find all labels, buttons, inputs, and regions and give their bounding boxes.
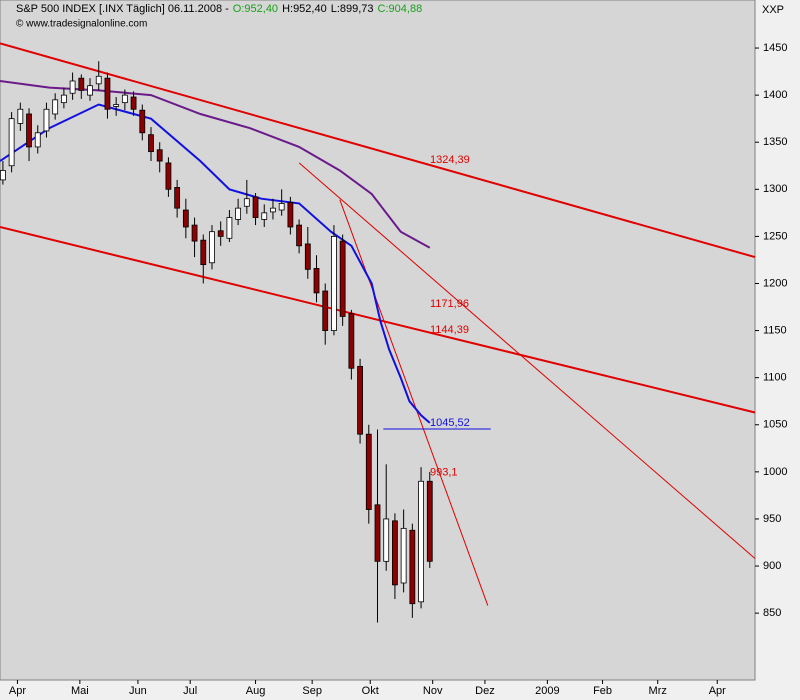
- candle-body: [0, 170, 6, 181]
- candle-body: [200, 239, 207, 266]
- x-tick-label: Jun: [129, 685, 147, 697]
- y-tick-label: 1400: [763, 89, 787, 101]
- candle-body: [313, 268, 320, 294]
- candle-body: [400, 527, 407, 584]
- candle-body: [139, 109, 146, 134]
- candle-body: [383, 518, 390, 562]
- y-tick-label: 950: [763, 513, 781, 525]
- x-tick-label: 2009: [535, 685, 559, 697]
- candle-body: [235, 207, 242, 220]
- candle-body: [104, 77, 111, 110]
- y-tick-label: 1000: [763, 466, 787, 478]
- annotation: 1171,96: [430, 298, 469, 310]
- candle-body: [121, 94, 128, 104]
- y-tick-label: 1300: [763, 183, 787, 195]
- x-tick-label: Jul: [183, 685, 197, 697]
- quote-item: C:904,88: [378, 3, 423, 15]
- candle-body: [409, 529, 416, 605]
- x-tick-label: Mrz: [649, 685, 667, 697]
- axis-label: XXP: [762, 4, 784, 16]
- y-tick-label: 1250: [763, 230, 787, 242]
- x-tick-label: Feb: [593, 685, 612, 697]
- annotation: 993,1: [430, 466, 458, 478]
- annotation: 1324,39: [430, 154, 470, 166]
- annotation: 1045,52: [430, 417, 470, 429]
- candle-body: [78, 77, 85, 91]
- trend-line: [339, 199, 489, 606]
- candle-body: [331, 235, 337, 331]
- chart-title: S&P 500 INDEX [.INX Täglich] 06.11.2008 …: [16, 3, 229, 15]
- candle-body: [209, 231, 215, 264]
- candle-body: [87, 85, 93, 96]
- candle-body: [348, 313, 355, 369]
- y-tick-label: 1150: [763, 324, 787, 336]
- x-tick-label: Sep: [302, 685, 322, 697]
- trend-line: [0, 226, 756, 414]
- candle-body: [226, 217, 233, 239]
- candle-body: [304, 243, 311, 270]
- candle-body: [52, 99, 59, 115]
- candle-body: [43, 108, 50, 132]
- quote-item: L:899,73: [331, 3, 374, 15]
- candle-body: [182, 209, 189, 228]
- y-tick-label: 900: [763, 560, 781, 572]
- y-tick-label: 1350: [763, 136, 787, 148]
- candle-body: [252, 196, 259, 218]
- candle-body: [217, 230, 224, 237]
- x-tick-label: Apr: [9, 685, 26, 697]
- candle-body: [174, 187, 181, 209]
- x-tick-label: Apr: [709, 685, 726, 697]
- candle-body: [130, 96, 137, 110]
- candle-body: [365, 433, 372, 510]
- source: © www.tradesignalonline.com: [16, 19, 147, 30]
- quote-item: H:952,40: [282, 3, 327, 15]
- x-tick-label: Okt: [362, 685, 379, 697]
- candle-body: [165, 162, 172, 190]
- x-tick-label: Mai: [71, 685, 89, 697]
- y-tick-label: 1050: [763, 419, 787, 431]
- x-tick-label: Nov: [423, 685, 443, 697]
- candle-body: [339, 240, 346, 317]
- candle-body: [287, 202, 294, 228]
- trend-line: [0, 42, 756, 259]
- candle-body: [296, 224, 302, 247]
- candle-body: [34, 132, 41, 148]
- candle-body: [270, 207, 276, 213]
- candle-body: [261, 212, 268, 220]
- candle-body: [322, 290, 329, 331]
- candle-body: [60, 94, 67, 104]
- candle-body: [113, 104, 120, 107]
- candle-body: [374, 504, 381, 562]
- candle-body: [392, 520, 398, 586]
- y-tick-label: 850: [763, 607, 781, 619]
- candle-body: [69, 80, 76, 94]
- annotation: 1144,39: [430, 324, 469, 336]
- candle-body: [426, 480, 433, 562]
- x-tick-label: Aug: [246, 685, 266, 697]
- candle-body: [26, 113, 32, 148]
- y-tick-label: 1200: [763, 277, 787, 289]
- quote-item: O:952,40: [233, 3, 278, 15]
- candle-body: [17, 108, 24, 124]
- candle-body: [357, 365, 363, 435]
- x-tick-label: Dez: [475, 685, 495, 697]
- y-tick-label: 1100: [763, 372, 787, 384]
- y-tick-label: 1450: [763, 42, 787, 54]
- trend-line: [298, 162, 756, 559]
- candle-body: [148, 134, 154, 153]
- candle-body: [95, 75, 102, 85]
- candle-body: [191, 224, 198, 242]
- candle-body: [8, 118, 15, 167]
- candle-body: [156, 149, 163, 162]
- candle-body: [418, 480, 424, 603]
- candle-body: [278, 203, 285, 211]
- candle-body: [243, 198, 250, 207]
